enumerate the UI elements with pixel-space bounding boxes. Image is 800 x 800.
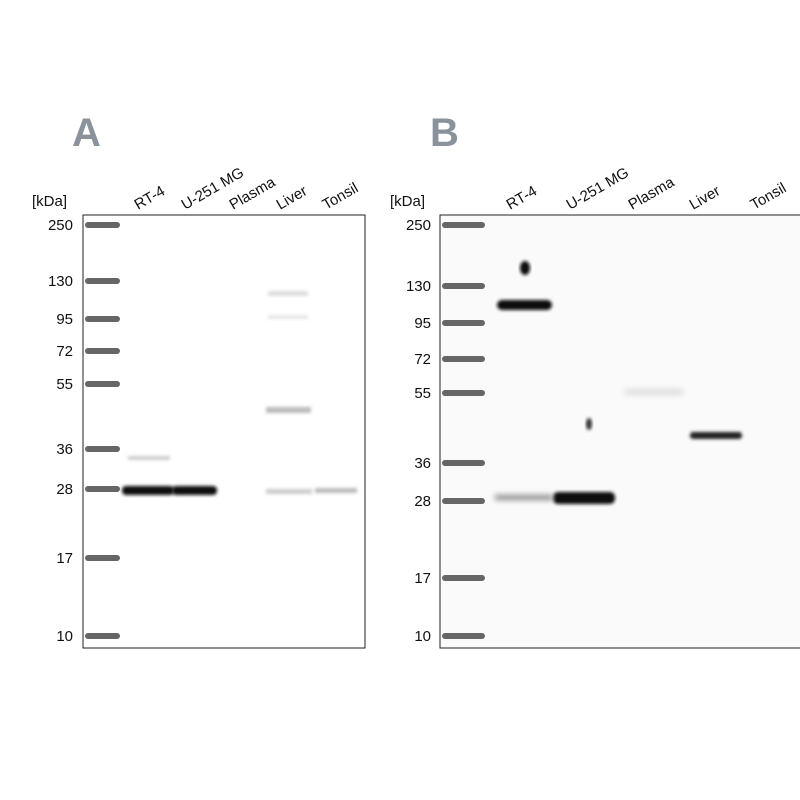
- lane-label: U-251 MG: [564, 164, 632, 213]
- lane-label: RT-4: [132, 183, 168, 214]
- lane-label: RT-4: [504, 183, 540, 214]
- ladder-band: [85, 348, 120, 354]
- bands-b: [495, 261, 742, 504]
- marker-label: 36: [56, 441, 73, 458]
- marker-label: 130: [48, 273, 73, 290]
- unit-label: [kDa]: [32, 193, 67, 210]
- ladder-band: [442, 390, 485, 396]
- marker-label: 28: [56, 481, 73, 498]
- bands-a: [122, 291, 357, 495]
- blot-b: [439, 214, 800, 649]
- ladder-band: [442, 498, 485, 504]
- ladder-band: [85, 316, 120, 322]
- marker-label: 17: [414, 570, 431, 587]
- ladder-band: [442, 633, 485, 639]
- ladder-band: [85, 633, 120, 639]
- lane-label: Liver: [687, 182, 724, 213]
- marker-label: 72: [56, 343, 73, 360]
- unit-label: [kDa]: [390, 193, 425, 210]
- ladder-band: [442, 320, 485, 326]
- marker-label: 55: [414, 385, 431, 402]
- ladder-band: [85, 222, 120, 228]
- ladder-band: [442, 460, 485, 466]
- ladder-band: [85, 278, 120, 284]
- lane-label: Tonsil: [748, 180, 790, 214]
- ladder-band: [442, 575, 485, 581]
- ladder-band: [85, 446, 120, 452]
- marker-label: 130: [406, 278, 431, 295]
- marker-label: 72: [414, 351, 431, 368]
- lane-label: Plasma: [626, 173, 678, 213]
- lane-label: Liver: [274, 182, 311, 213]
- marker-label: 250: [406, 217, 431, 234]
- marker-label: 28: [414, 493, 431, 510]
- marker-label: 10: [414, 628, 431, 645]
- ladder-band: [442, 222, 485, 228]
- ladder-band: [85, 486, 120, 492]
- panel-label: B: [430, 111, 459, 155]
- lane-label: Tonsil: [320, 180, 362, 214]
- ladder-band: [85, 555, 120, 561]
- panel-label: A: [72, 111, 101, 155]
- ladder-band: [85, 381, 120, 387]
- marker-label: 10: [56, 628, 73, 645]
- blot-a: [82, 214, 366, 649]
- marker-label: 55: [56, 376, 73, 393]
- ladder-band: [442, 283, 485, 289]
- marker-label: 95: [414, 315, 431, 332]
- marker-label: 95: [56, 311, 73, 328]
- marker-label: 17: [56, 550, 73, 567]
- ladder-band: [442, 356, 485, 362]
- marker-label: 36: [414, 455, 431, 472]
- marker-label: 250: [48, 217, 73, 234]
